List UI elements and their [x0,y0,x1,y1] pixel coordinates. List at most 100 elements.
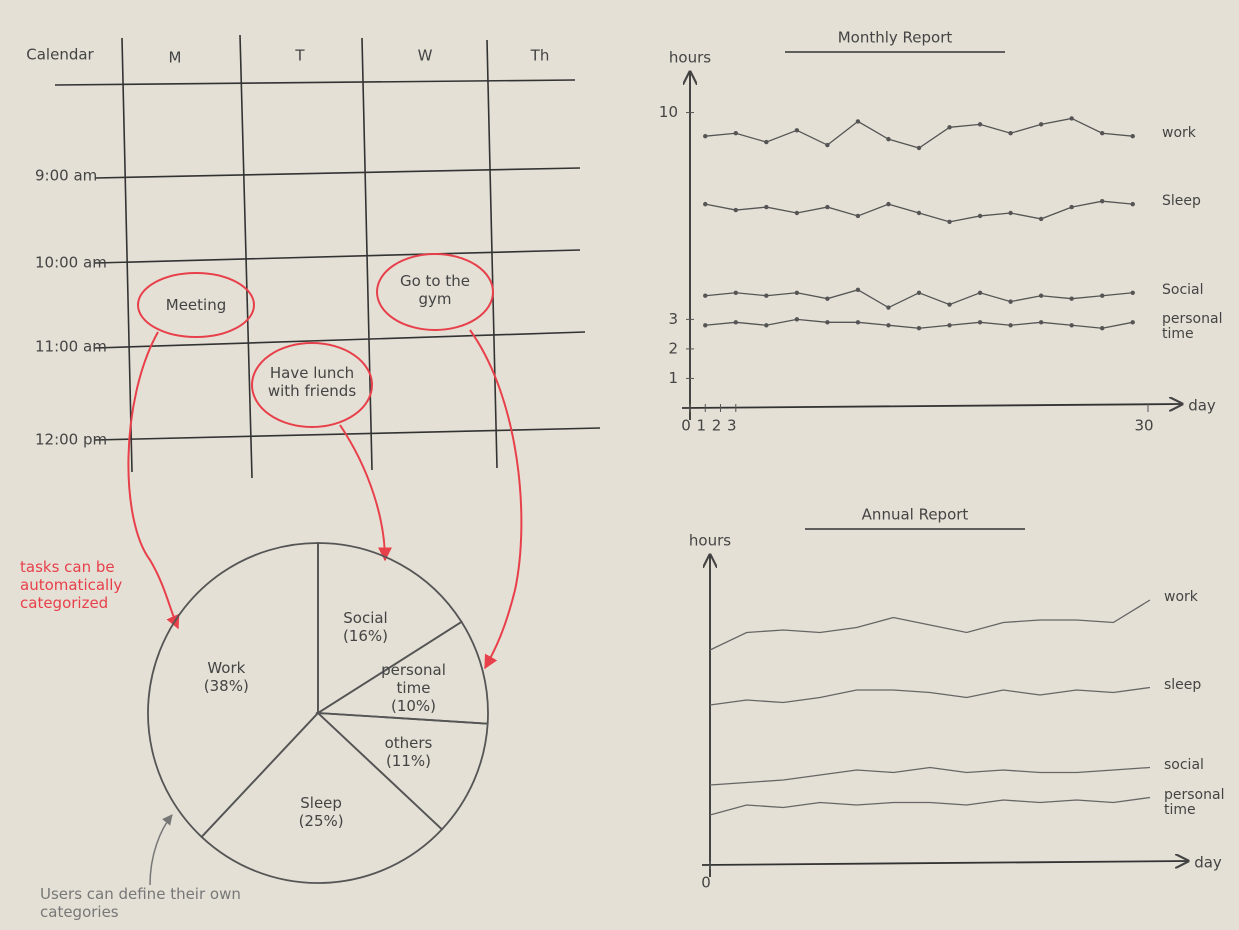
series-point [1100,326,1104,330]
series-point [734,131,738,135]
series-label: work [1164,590,1234,605]
sketch: Calendar M T W Th 9:00 am 10:00 am 11:00… [0,0,1239,930]
y-tick-label: 2 [668,339,678,357]
user-arrow [150,815,172,885]
x-tick-label: 0 [681,417,691,435]
time-label: 12:00 pm [35,431,107,449]
series-point [734,208,738,212]
x-tick-label: 30 [1134,417,1153,435]
series-point [703,323,707,327]
time-label: 10:00 am [35,254,107,272]
series-label: social [1164,758,1234,773]
slice-label: Work(38%) [176,659,276,695]
series-point [1008,299,1012,303]
series-point [886,202,890,206]
slice-name: Sleep [271,794,371,812]
series-point [1131,320,1135,324]
series-point [947,302,951,306]
day-label: Th [530,47,550,65]
y-axis-label: hours [669,49,711,67]
slice-label: Sleep(25%) [271,794,371,830]
slice-value: (25%) [271,812,371,830]
series-point [978,320,982,324]
series-point [917,291,921,295]
y-tick-label: 10 [659,103,678,121]
x-axis [702,861,1188,865]
series-point [856,320,860,324]
series-point [825,296,829,300]
slice-value: (38%) [176,677,276,695]
slice-label: others(11%) [358,734,458,770]
event-label: Meeting [150,296,242,314]
series-point [795,128,799,132]
series-point [1069,116,1073,120]
series-point [917,146,921,150]
series-point [978,291,982,295]
y-tick-label: 3 [668,310,678,328]
y-axis-label: hours [689,532,731,550]
day-label: T [294,47,305,65]
slice-name: others [358,734,458,752]
series-point [703,294,707,298]
series-point [764,294,768,298]
series-point [917,326,921,330]
series-point [825,143,829,147]
series-point [886,305,890,309]
time-label: 9:00 am [35,167,97,185]
series-point [886,323,890,327]
series-point [795,211,799,215]
series-point [1069,296,1073,300]
calendar-grid [55,35,600,478]
series-point [734,320,738,324]
annotation: Users can define their own categories [40,885,290,921]
y-tick-label: 1 [668,369,678,387]
time-label: 11:00 am [35,338,107,356]
slice-name: Work [176,659,276,677]
series-point [764,140,768,144]
series-point [1131,202,1135,206]
event-label: Have lunch with friends [262,364,362,400]
slice-label: personal time(10%) [364,661,464,715]
slice-label: Social(16%) [316,609,416,645]
series-point [978,214,982,218]
x-tick-label: 1 [696,417,706,435]
series-point [1008,131,1012,135]
series-line [710,768,1150,786]
series-point [1069,323,1073,327]
series-point [1069,205,1073,209]
x-axis-label: day [1188,397,1216,415]
series-line [710,600,1150,650]
series-point [1131,134,1135,138]
series-line [710,798,1150,816]
series-point [1100,294,1104,298]
series-label: work [1162,126,1232,141]
day-label: W [418,47,433,65]
series-point [795,291,799,295]
series-label: Social [1162,283,1232,298]
series-point [1039,320,1043,324]
x-tick-label: 2 [712,417,722,435]
series-label: Sleep [1162,194,1232,209]
series-point [856,119,860,123]
series-point [978,122,982,126]
series-point [1100,199,1104,203]
series-point [1039,122,1043,126]
series-point [703,202,707,206]
series-point [1131,291,1135,295]
series-point [947,125,951,129]
slice-name: Social [316,609,416,627]
calendar-title: Calendar [26,46,94,64]
slice-name: personal time [364,661,464,697]
series-label: sleep [1164,678,1234,693]
series-point [947,323,951,327]
series-label: personal time [1162,312,1232,342]
series-point [764,323,768,327]
series-line [705,118,1132,148]
day-label: M [169,49,182,67]
slice-value: (11%) [358,752,458,770]
chart-title: Annual Report [862,506,969,524]
series-point [1039,294,1043,298]
x-axis [682,404,1182,408]
series-point [886,137,890,141]
x-tick-label: 3 [727,417,737,435]
